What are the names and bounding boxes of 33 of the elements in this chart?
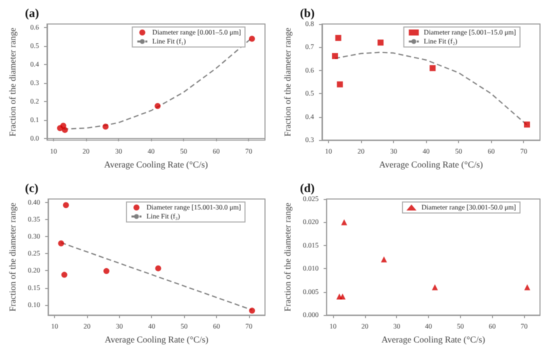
point <box>62 202 69 208</box>
point <box>340 294 346 300</box>
y-axis-title: Fraction of the diameter range <box>8 28 18 137</box>
x-axis-title: Average Cooling Rate (°C/s) <box>104 160 208 170</box>
chart-title: (d) <box>300 181 315 195</box>
point <box>335 34 342 41</box>
point <box>249 308 256 314</box>
chart-title: (b) <box>300 6 315 20</box>
point <box>154 103 161 110</box>
y-axis-title: Fraction of the diameter range <box>8 202 18 312</box>
point <box>61 272 68 278</box>
point <box>432 284 438 290</box>
chart-title: (c) <box>25 181 38 195</box>
point <box>524 284 530 290</box>
point <box>378 40 384 46</box>
point <box>524 122 530 128</box>
x-axis-title: Average Cooling Rate (°C/s) <box>379 160 483 170</box>
y-axis-title: Fraction of the diameter range <box>282 28 292 137</box>
chart-title: (a) <box>25 6 39 20</box>
point <box>336 81 343 88</box>
point <box>58 240 64 246</box>
y-axis-title: Fraction of the diameter range <box>282 202 292 312</box>
point <box>341 219 348 226</box>
x-axis-title: Average Cooling Rate (°C/s) <box>104 334 208 344</box>
point <box>102 124 109 130</box>
x-axis-title: Average Cooling Rate (°C/s) <box>381 334 486 344</box>
point <box>155 265 162 272</box>
point <box>103 268 110 274</box>
point <box>380 256 387 262</box>
point <box>430 65 436 72</box>
point <box>332 53 338 60</box>
point <box>248 36 255 42</box>
point <box>62 126 68 133</box>
